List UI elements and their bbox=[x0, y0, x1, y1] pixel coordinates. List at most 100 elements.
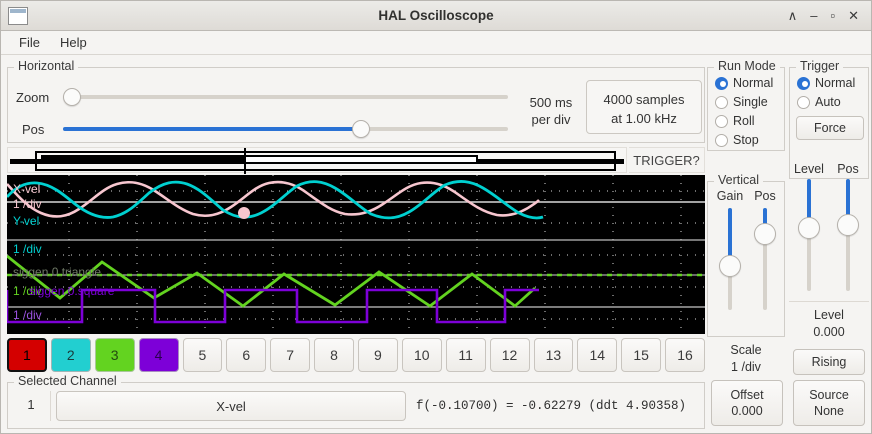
trigger-level-fill bbox=[807, 179, 811, 224]
trigger-edge-button[interactable]: Rising bbox=[793, 349, 865, 375]
radio-icon-stop[interactable] bbox=[715, 133, 728, 147]
pos-slider-knob[interactable] bbox=[352, 120, 370, 138]
channel-button-16[interactable]: 16 bbox=[665, 338, 705, 372]
radio-icon-trigger-normal[interactable] bbox=[797, 76, 810, 90]
vertical-pos-slider[interactable] bbox=[754, 208, 776, 310]
channel-button-3[interactable]: 3 bbox=[94, 338, 135, 372]
trigger-marker-dot[interactable] bbox=[238, 207, 250, 219]
trace-scale-y-vel: 1 /div bbox=[13, 242, 42, 256]
trigger-option-normal[interactable]: Normal bbox=[797, 76, 855, 90]
sample-rate-box[interactable]: 4000 samples at 1.00 kHz bbox=[586, 80, 702, 134]
trigger-level-slider[interactable] bbox=[798, 179, 820, 291]
scope-canvas[interactable]: X-vel 1 /div Y-vel 1 /div siggen.0.trian… bbox=[7, 175, 705, 334]
run-mode-legend: Run Mode bbox=[714, 59, 780, 73]
channel-button-7[interactable]: 7 bbox=[270, 338, 311, 372]
channel-button-8[interactable]: 8 bbox=[314, 338, 354, 372]
window-icon bbox=[8, 6, 28, 25]
radio-icon-normal[interactable] bbox=[715, 76, 728, 90]
position-strip-captured bbox=[41, 155, 245, 164]
selected-channel-source-button[interactable]: X-vel bbox=[56, 391, 406, 421]
timebase-readout: 500 ms per div bbox=[529, 95, 573, 127]
zoom-slider-knob[interactable] bbox=[63, 88, 81, 106]
trigger-position-marker[interactable] bbox=[244, 148, 246, 174]
zoom-slider[interactable] bbox=[63, 88, 508, 106]
trace-label-siggen-square: siggen.0.square bbox=[29, 284, 115, 298]
trace-label-siggen-triangle: siggen.0.triangle bbox=[13, 265, 101, 279]
channel-button-11[interactable]: 11 bbox=[445, 338, 486, 372]
vertical-pos-fill bbox=[763, 208, 767, 230]
close-icon[interactable]: ✕ bbox=[848, 8, 859, 23]
channel-button-5[interactable]: 5 bbox=[182, 338, 223, 372]
vertical-gain-slider[interactable] bbox=[719, 208, 741, 310]
trigger-legend: Trigger bbox=[796, 59, 844, 73]
vertical-panel: Vertical Gain Pos bbox=[707, 173, 785, 337]
channel-button-12[interactable]: 12 bbox=[489, 338, 530, 372]
run-mode-option-stop[interactable]: Stop bbox=[715, 133, 759, 147]
vertical-offset-button[interactable]: Offset 0.000 bbox=[711, 380, 783, 426]
channel-button-row: 1 2 3 4 5 6 7 8 9 10 11 12 13 14 15 16 bbox=[7, 338, 705, 376]
trigger-level-readout: Level 0.000 bbox=[813, 308, 845, 339]
channel-button-4[interactable]: 4 bbox=[138, 338, 179, 372]
trace-scale-siggen-triangle: 1 /div bbox=[13, 284, 42, 298]
trace-scale-siggen-square: 1 /div bbox=[13, 308, 42, 322]
trigger-pos-slider[interactable] bbox=[837, 179, 859, 291]
run-mode-panel: Run Mode Normal Single Roll Stop bbox=[707, 59, 785, 151]
selected-channel-number: 1 bbox=[27, 397, 35, 412]
pos-slider-fill bbox=[63, 127, 360, 131]
horizontal-position-strip[interactable] bbox=[7, 147, 627, 174]
vertical-gain-label: Gain bbox=[716, 189, 744, 203]
position-strip-window[interactable] bbox=[35, 151, 616, 171]
selected-channel-panel: Selected Channel 1 X-vel f(-0.10700) = -… bbox=[7, 374, 705, 429]
menu-item-help[interactable]: Help bbox=[59, 35, 87, 50]
trace-label-x-vel: X-vel bbox=[13, 182, 40, 196]
scope-grid bbox=[7, 175, 705, 334]
channel-button-6[interactable]: 6 bbox=[226, 338, 267, 372]
selected-channel-readout: f(-0.10700) = -0.62279 (ddt 4.90358) bbox=[416, 399, 687, 413]
menu-item-file[interactable]: File bbox=[19, 35, 40, 50]
vertical-pos-track bbox=[763, 208, 767, 310]
trigger-pos-slider-label: Pos bbox=[837, 162, 859, 176]
run-mode-option-single[interactable]: Single bbox=[715, 95, 768, 109]
zoom-label: Zoom bbox=[16, 90, 50, 105]
radio-icon-trigger-auto[interactable] bbox=[797, 95, 810, 109]
pos-label: Pos bbox=[22, 122, 45, 137]
shade-icon[interactable]: ∧ bbox=[787, 8, 798, 23]
trigger-option-auto[interactable]: Auto bbox=[797, 95, 841, 109]
maximize-icon[interactable]: ▫ bbox=[830, 8, 836, 23]
channel-button-15[interactable]: 15 bbox=[621, 338, 662, 372]
radio-icon-roll[interactable] bbox=[715, 114, 728, 128]
horizontal-legend: Horizontal bbox=[14, 59, 79, 73]
vertical-pos-knob[interactable] bbox=[754, 223, 776, 245]
run-mode-option-normal[interactable]: Normal bbox=[715, 76, 773, 90]
scope-display[interactable]: X-vel 1 /div Y-vel 1 /div siggen.0.trian… bbox=[7, 175, 705, 334]
trigger-level-knob[interactable] bbox=[798, 217, 820, 239]
trigger-status: TRIGGER? bbox=[629, 147, 705, 173]
radio-icon-single[interactable] bbox=[715, 95, 728, 109]
run-mode-option-roll[interactable]: Roll bbox=[715, 114, 755, 128]
horizontal-pos-slider[interactable] bbox=[63, 120, 508, 138]
trigger-divider bbox=[789, 301, 869, 302]
trigger-pos-knob[interactable] bbox=[837, 214, 859, 236]
channel-button-14[interactable]: 14 bbox=[577, 338, 618, 372]
minimize-icon[interactable]: – bbox=[810, 8, 818, 23]
trace-square bbox=[7, 288, 539, 324]
channel-button-1[interactable]: 1 bbox=[7, 338, 47, 372]
channel-button-10[interactable]: 10 bbox=[401, 338, 442, 372]
vertical-gain-knob[interactable] bbox=[719, 255, 741, 277]
trigger-source-button[interactable]: Source None bbox=[793, 380, 865, 426]
trigger-level-slider-label: Level bbox=[794, 162, 824, 176]
vertical-legend: Vertical bbox=[714, 173, 763, 187]
channel-button-2[interactable]: 2 bbox=[50, 338, 91, 372]
title-bar: HAL Oscilloscope ∧ – ▫ ✕ bbox=[1, 1, 871, 31]
vertical-scale-readout: Scale 1 /div bbox=[730, 343, 762, 374]
vertical-pos-label: Pos bbox=[754, 189, 776, 203]
trace-x-vel bbox=[7, 180, 540, 218]
window-title: HAL Oscilloscope bbox=[378, 8, 494, 23]
window-controls: ∧ – ▫ ✕ bbox=[788, 9, 871, 22]
trace-label-y-vel: Y-vel bbox=[13, 214, 39, 228]
trigger-pos-fill bbox=[846, 179, 850, 221]
force-trigger-button[interactable]: Force bbox=[796, 116, 864, 140]
channel-button-13[interactable]: 13 bbox=[533, 338, 574, 372]
channel-button-9[interactable]: 9 bbox=[358, 338, 398, 372]
